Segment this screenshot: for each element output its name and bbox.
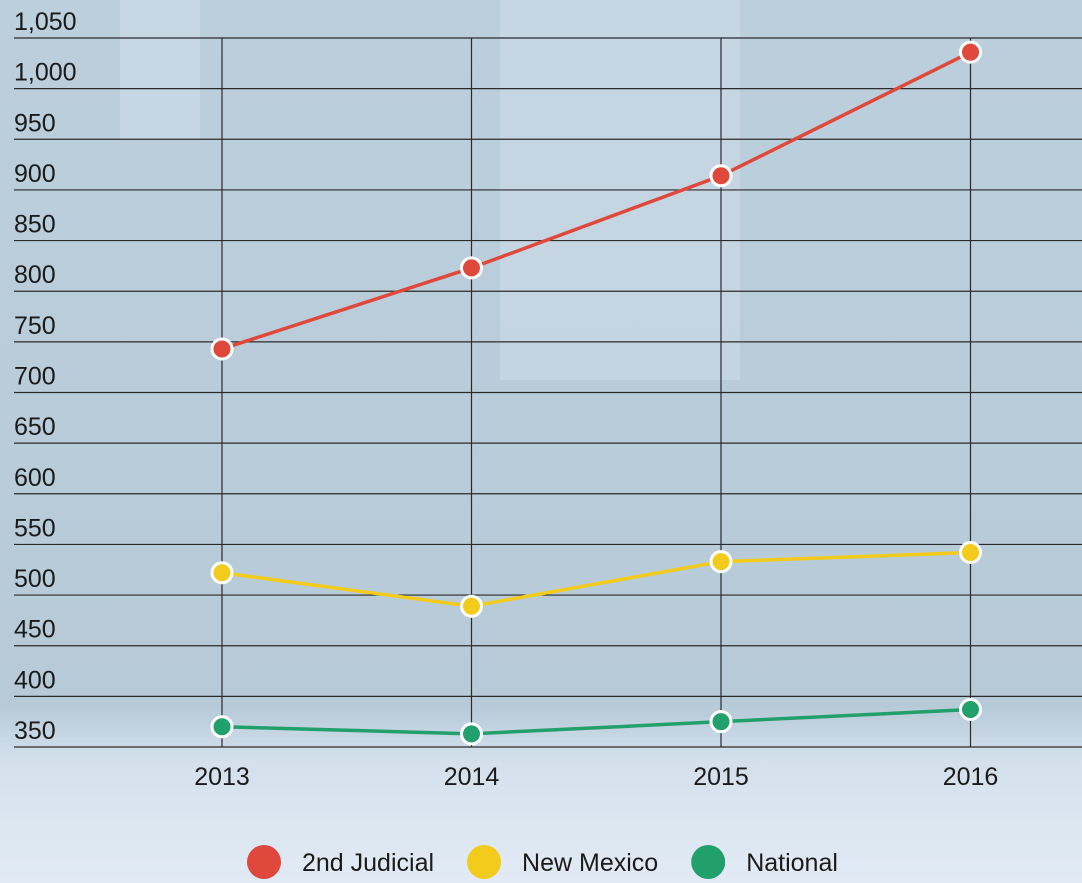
y-tick-label: 850 (14, 211, 56, 239)
x-tick-label: 2016 (943, 763, 999, 791)
data-point (959, 40, 982, 64)
y-tick-label: 350 (14, 717, 56, 745)
y-tick-label: 750 (14, 312, 56, 340)
x-tick-label: 2014 (444, 763, 500, 791)
legend-label: 2nd Judicial (302, 849, 434, 877)
x-tick-label: 2015 (693, 763, 749, 791)
grid: 350 400 450 500 550 600 650 700 750 800 850 900 950 1… (14, 8, 1082, 791)
legend-label: National (746, 849, 838, 877)
data-point (959, 541, 982, 565)
y-tick-label: 500 (14, 565, 56, 593)
data-point (210, 715, 234, 739)
data-point (210, 561, 234, 585)
y-tick-label: 900 (14, 160, 56, 188)
y-tick-label: 1,000 (14, 59, 77, 87)
series-line (221, 707, 971, 736)
background-glare (120, 0, 200, 140)
y-tick-label: 450 (14, 616, 56, 644)
data-point (709, 550, 733, 574)
legend: 2nd Judicial New Mexico National (247, 845, 838, 879)
series-line (221, 550, 971, 608)
data-point (210, 337, 234, 361)
x-tick-label: 2013 (194, 763, 250, 791)
y-tick-label: 1,050 (14, 8, 77, 36)
legend-label: New Mexico (522, 849, 658, 877)
plot (210, 40, 982, 746)
y-tick-label: 650 (14, 413, 56, 441)
legend-swatch (691, 845, 726, 879)
data-point (460, 256, 483, 280)
y-tick-label: 700 (14, 363, 56, 391)
data-point (460, 722, 483, 746)
legend-swatch (467, 845, 502, 879)
legend-swatch (247, 845, 281, 879)
series-line (221, 50, 972, 351)
y-tick-label: 600 (14, 464, 56, 492)
data-point (959, 698, 982, 722)
y-tick-label: 550 (14, 514, 56, 542)
y-tick-label: 800 (14, 261, 56, 289)
data-point (460, 594, 483, 618)
data-point (709, 164, 733, 188)
data-point (709, 710, 733, 734)
y-tick-label: 400 (14, 666, 56, 694)
y-tick-label: 950 (14, 109, 56, 137)
